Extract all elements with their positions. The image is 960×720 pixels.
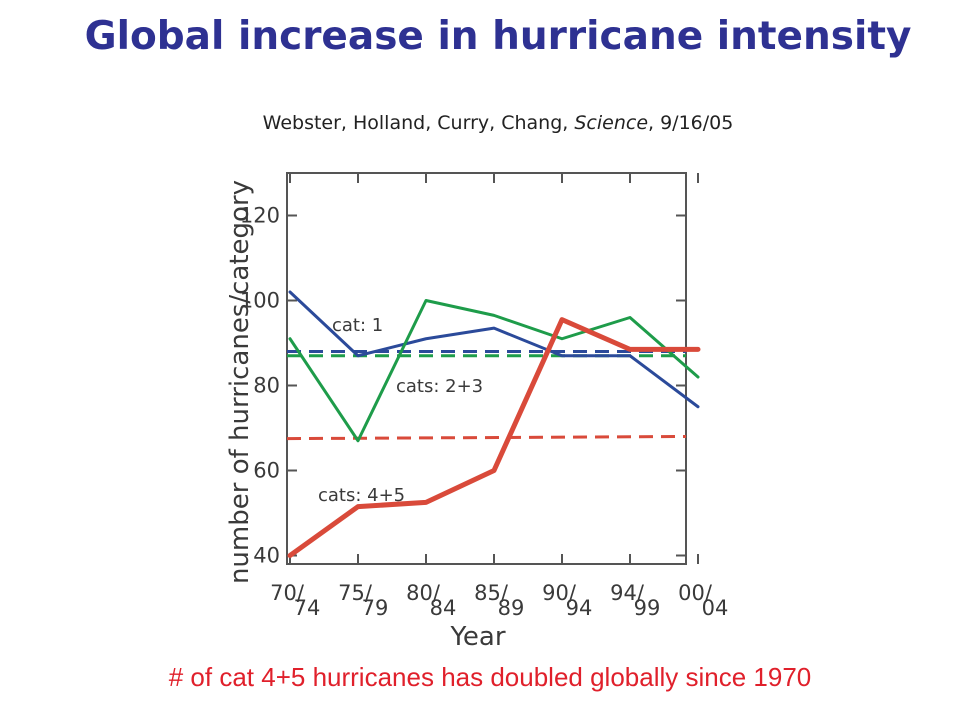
x-tick-label-bottom: 79 [362,596,389,620]
x-tick-label-bottom: 74 [294,596,321,620]
x-tick-label-bottom: 94 [566,596,593,620]
data-point [424,299,428,303]
x-axis-title: Year [449,622,505,652]
series-label-cat45: cats: 4+5 [318,485,405,506]
citation: Webster, Holland, Curry, Chang, Science,… [0,112,960,134]
data-point [288,337,292,341]
x-tick-label-bottom: 84 [430,596,457,620]
citation-authors: Webster, Holland, Curry, Chang, [262,112,569,134]
x-tick-label-top: 80/ [406,581,441,605]
data-point [424,337,428,341]
data-point [696,347,700,351]
data-point [696,405,700,409]
data-point [628,316,632,320]
data-point [356,354,360,358]
data-point [560,318,564,322]
y-tick-label: 60 [253,459,280,483]
data-point [424,500,428,504]
x-axis: 70/74 75/79 80/84 85/89 90/94 94/99 00/04 [270,173,728,620]
x-tick-label-bottom: 99 [634,596,661,620]
x-tick-label-top: 94/ [610,581,645,605]
data-point [696,375,700,379]
data-point [628,347,632,351]
citation-journal: Science [574,112,649,134]
data-point [560,354,564,358]
data-point [356,439,360,443]
y-axis-title: number of hurricanes/category [225,180,255,584]
mean-line-2 [286,435,687,441]
x-tick-label-bottom: 04 [702,596,729,620]
x-tick-label-top: 75/ [338,581,373,605]
series-label-cat1: cat: 1 [332,315,383,336]
data-point [628,354,632,358]
series-line-2 [287,317,701,558]
y-axis: 40 60 80 100 120 [240,204,686,568]
slide-title: Global increase in hurricane intensity [84,14,912,59]
data-point [492,326,496,330]
y-tick-label: 100 [240,289,280,313]
series-line-1 [288,299,700,443]
data-point [492,469,496,473]
series-label-cat23: cats: 2+3 [396,376,483,397]
y-tick-label: 120 [240,204,280,228]
citation-date: , 9/16/05 [648,112,734,134]
x-tick-label-top: 85/ [474,581,509,605]
footer-note: # of cat 4+5 hurricanes has doubled glob… [168,662,812,692]
series-lines [287,290,701,558]
y-tick-label: 40 [253,544,280,568]
series-line-0 [288,290,700,409]
data-point [560,337,564,341]
y-tick-label: 80 [253,374,280,398]
data-point [492,313,496,317]
x-tick-label-bottom: 89 [498,596,525,620]
data-point [288,554,292,558]
data-point [288,290,292,294]
plot-frame [286,172,687,565]
x-tick-label-top: 00/ [678,581,713,605]
x-tick-label-top: 90/ [542,581,577,605]
x-tick-label-top: 70/ [270,581,305,605]
